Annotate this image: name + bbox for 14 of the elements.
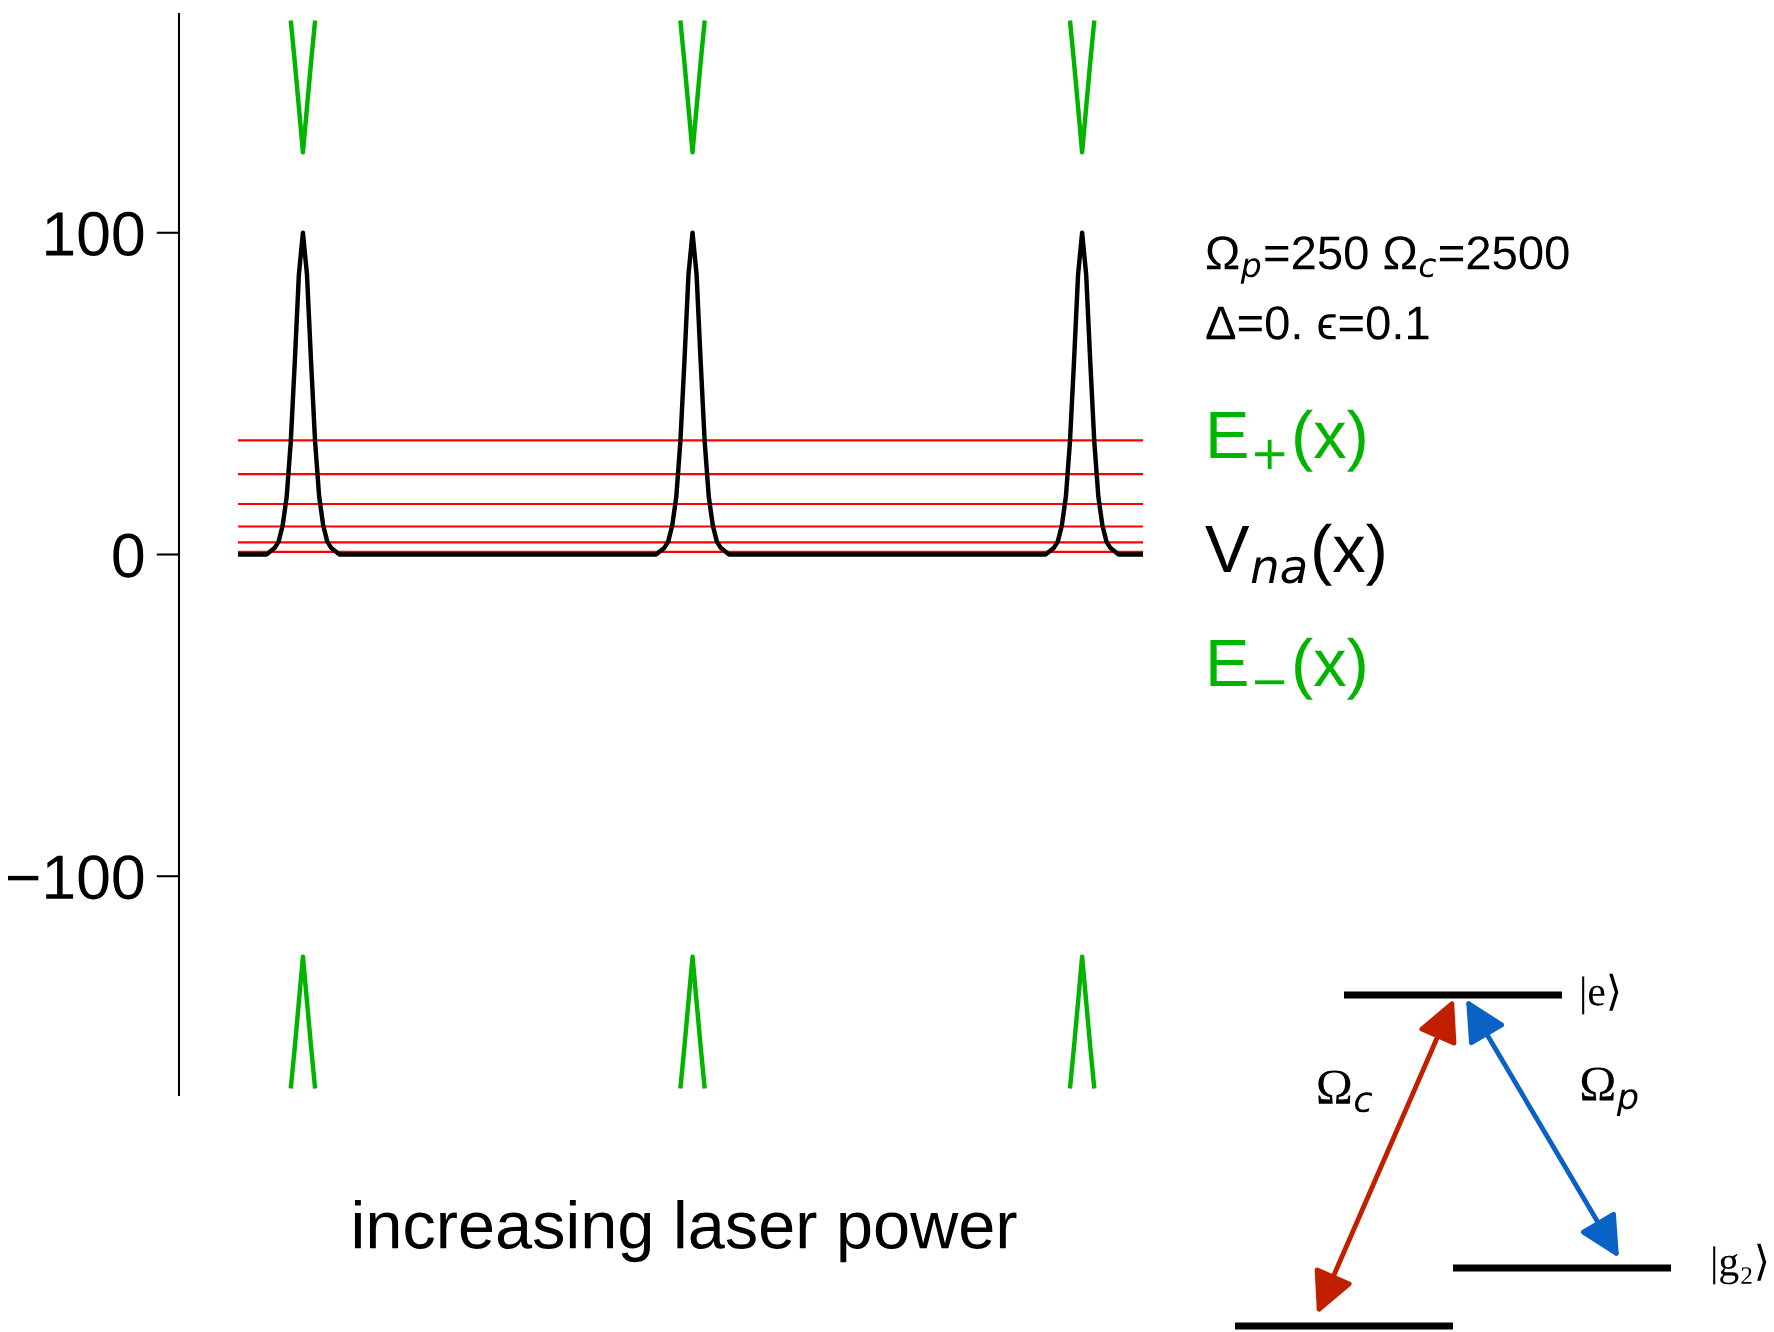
text: E$_{−}$(x) xyxy=(1210,637,1365,700)
text: Ω$_{p}$=250 Ω$_{c}$=2500 xyxy=(1207,236,1569,284)
y-tick-label: −100 xyxy=(7,855,144,900)
line-series xyxy=(235,230,1143,557)
text: Δ=0. ϵ=0.1 xyxy=(1206,306,1429,340)
text: |e⟩ xyxy=(1582,973,1619,1015)
x-axis-title: increasing laser power xyxy=(354,1200,1017,1263)
text: Ω$_{p}$ xyxy=(1581,1067,1638,1117)
y-tick-label: 100 xyxy=(46,211,144,257)
text: |g₂⟩ xyxy=(1713,1243,1767,1285)
text: Ω$_{c}$ xyxy=(1318,1070,1373,1113)
series-label: V$_{na}$(x) xyxy=(1205,523,1384,586)
y-tick-label: 0 xyxy=(113,533,144,578)
text: E$_{+}$(x) xyxy=(1210,409,1365,472)
